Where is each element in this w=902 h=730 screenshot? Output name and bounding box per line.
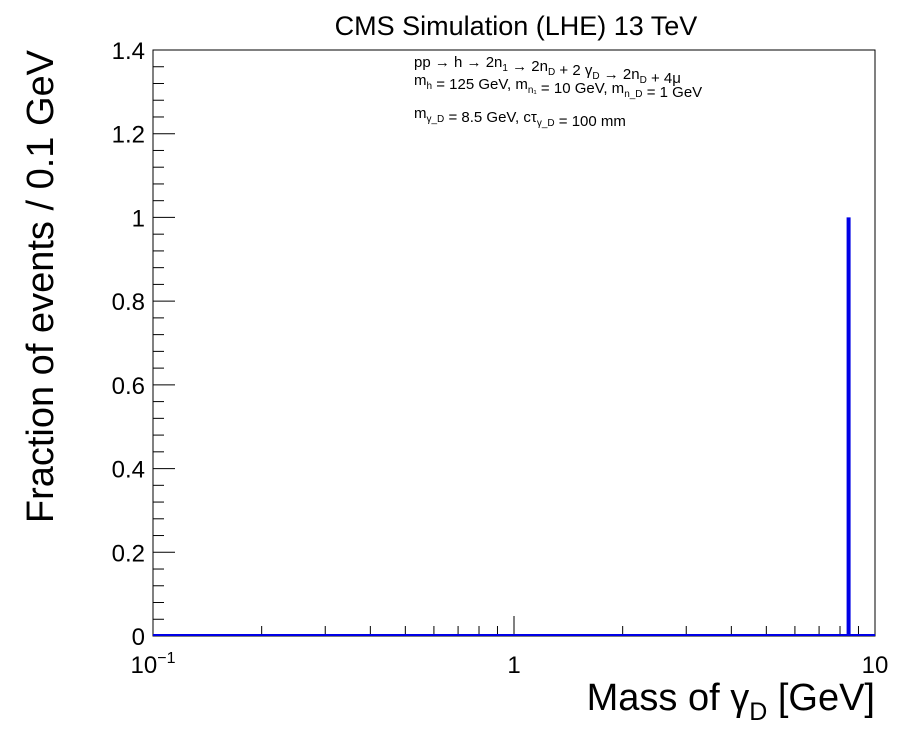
- annotation-process: pp → h → 2n1 → 2nD + 2 γD → 2nD + 4μ: [414, 54, 681, 87]
- y-tick-label: 0.4: [112, 457, 145, 484]
- x-axis: 10−1 1 10: [131, 616, 889, 679]
- x-axis-label: Mass of γD [GeV]: [587, 677, 875, 726]
- y-axis-label: Fraction of events / 0.1 GeV: [20, 49, 62, 523]
- annotation-masses: mh = 125 GeV, mn₁ = 10 GeV, mn_D = 1 GeV: [414, 72, 702, 101]
- y-tick-label: 1.4: [112, 38, 145, 65]
- x-axis-label-unit: [GeV]: [767, 677, 875, 719]
- y-tick-label: 0.6: [112, 373, 145, 400]
- annotation-dark-photon: mγ_D = 8.5 GeV, cτγ_D = 100 mm: [414, 105, 626, 130]
- x-tick-label: 10: [862, 652, 889, 679]
- y-tick-label: 1: [132, 205, 145, 232]
- x-axis-label-main: Mass of γ: [587, 677, 750, 719]
- chart-title: CMS Simulation (LHE) 13 TeV: [335, 11, 698, 41]
- y-tick-label: 1.2: [112, 122, 145, 149]
- y-tick-label: 0.2: [112, 540, 145, 567]
- x-axis-label-sub: D: [749, 698, 767, 726]
- x-tick-label: 1: [507, 652, 520, 679]
- plot-frame: [152, 49, 876, 637]
- y-tick-label: 0.8: [112, 289, 145, 316]
- x-tick-label: 10−1: [131, 650, 176, 679]
- series-layer: [153, 217, 875, 636]
- y-tick-label: 0: [132, 624, 145, 651]
- y-axis: 0 0.2 0.4 0.6 0.8 1 1.2 1.4: [112, 38, 175, 651]
